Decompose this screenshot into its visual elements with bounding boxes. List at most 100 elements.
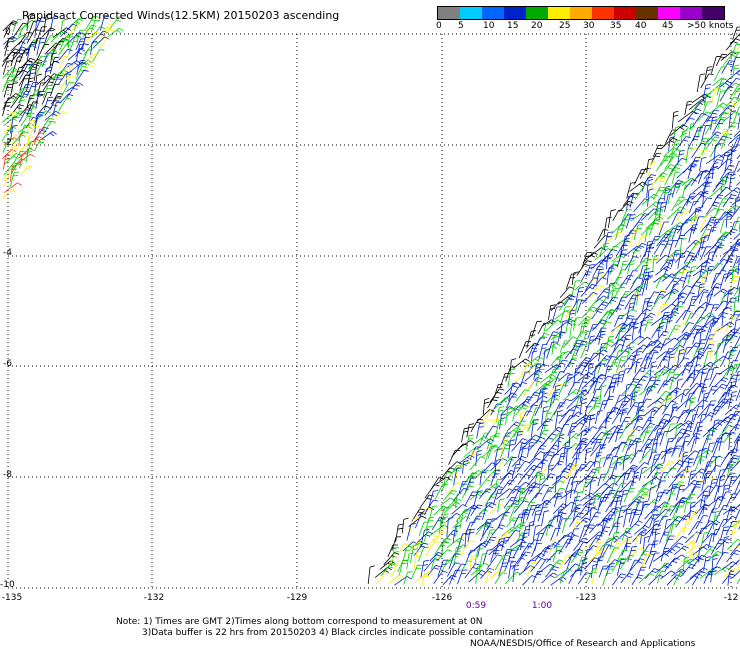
wind-barb — [612, 442, 628, 452]
wind-barb — [526, 505, 537, 521]
wind-barb — [636, 286, 644, 306]
wind-barb — [49, 83, 60, 97]
wind-barb — [4, 41, 14, 57]
wind-barb — [575, 447, 583, 467]
wind-barb — [722, 418, 736, 432]
wind-barb — [507, 368, 516, 388]
wind-barb — [425, 541, 440, 557]
wind-barb — [680, 373, 697, 388]
wind-barb — [671, 171, 681, 185]
wind-barb — [706, 429, 716, 445]
wind-barb — [565, 273, 577, 290]
wind-barb — [649, 236, 661, 250]
wind-barb — [734, 480, 740, 495]
wind-barb — [732, 570, 740, 578]
wind-barb — [645, 270, 654, 291]
wind-barb — [696, 485, 714, 499]
wind-barb — [724, 404, 740, 416]
wind-barb — [715, 518, 729, 536]
wind-barb — [652, 254, 660, 271]
wind-barb — [716, 551, 729, 566]
wind-barb — [692, 127, 703, 142]
wind-barb — [59, 56, 69, 70]
wind-barb — [598, 544, 611, 562]
wind-barb — [727, 381, 737, 397]
wind-barb — [737, 243, 740, 247]
wind-barb — [634, 441, 642, 457]
wind-barb — [682, 556, 690, 572]
wind-barb — [495, 532, 512, 543]
wind-barb — [548, 515, 560, 529]
wind-barb — [467, 543, 486, 556]
wind-barb — [558, 298, 572, 311]
wind-barb — [453, 467, 462, 486]
wind-barb — [715, 186, 731, 200]
wind-barb — [688, 295, 698, 310]
wind-barb — [570, 551, 584, 564]
wind-barb — [623, 508, 632, 528]
wind-barb — [588, 414, 596, 431]
wind-barb — [526, 330, 537, 349]
wind-barb — [518, 447, 529, 465]
wind-barb — [12, 22, 28, 39]
wind-barb — [397, 543, 409, 555]
wind-barb — [409, 518, 417, 537]
wind-barb — [682, 347, 692, 361]
wind-barb — [637, 503, 650, 521]
wind-barb — [647, 161, 656, 177]
wind-barb — [621, 435, 635, 453]
wind-barb — [681, 184, 691, 199]
wind-barb — [19, 74, 31, 91]
wind-barb — [729, 206, 740, 221]
wind-barb — [607, 282, 615, 300]
wind-barb — [598, 430, 612, 444]
wind-barb — [461, 485, 475, 499]
wind-barb — [737, 69, 740, 73]
wind-barb — [464, 563, 481, 579]
wind-barb — [592, 466, 602, 480]
wind-barb — [4, 37, 15, 50]
wind-barb — [455, 492, 463, 508]
wind-barb — [561, 518, 572, 534]
wind-barb — [521, 424, 531, 438]
wind-barb — [676, 168, 693, 179]
wind-barb — [410, 544, 419, 563]
wind-barb — [598, 417, 612, 430]
wind-barb — [626, 182, 636, 199]
wind-barb — [686, 369, 700, 382]
wind-barb — [482, 502, 493, 520]
wind-barb — [44, 30, 54, 44]
wind-barb — [33, 128, 46, 146]
wind-barb — [558, 399, 572, 410]
wind-barb — [470, 515, 482, 527]
wind-barb — [625, 536, 633, 551]
wind-barb — [657, 570, 666, 584]
wind-barb — [556, 518, 567, 537]
wind-barb — [711, 194, 724, 206]
wind-barb — [692, 289, 709, 305]
wind-barb — [568, 458, 580, 471]
wind-barb — [81, 62, 97, 74]
wind-barb — [511, 438, 528, 452]
wind-barb — [600, 433, 613, 450]
wind-barb — [699, 262, 708, 278]
legend-labels: 0 5 10 15 20 25 30 35 40 45 >50 knots — [436, 20, 734, 34]
wind-barb — [58, 97, 72, 112]
wind-barb — [431, 555, 441, 570]
wind-barb — [558, 555, 572, 569]
wind-barb — [604, 489, 616, 502]
wind-barb — [730, 523, 740, 541]
wind-barb — [704, 456, 718, 473]
wind-barb — [533, 445, 547, 458]
wind-barb — [622, 315, 635, 327]
wind-barb — [668, 474, 685, 488]
wind-barb — [687, 433, 701, 446]
wind-barb — [685, 108, 702, 122]
legend-label: 10 — [483, 21, 495, 31]
wind-barb — [629, 229, 640, 247]
wind-barb — [546, 480, 565, 493]
wind-barb — [483, 397, 490, 415]
wind-barb — [442, 489, 457, 501]
wind-barb — [690, 306, 705, 319]
